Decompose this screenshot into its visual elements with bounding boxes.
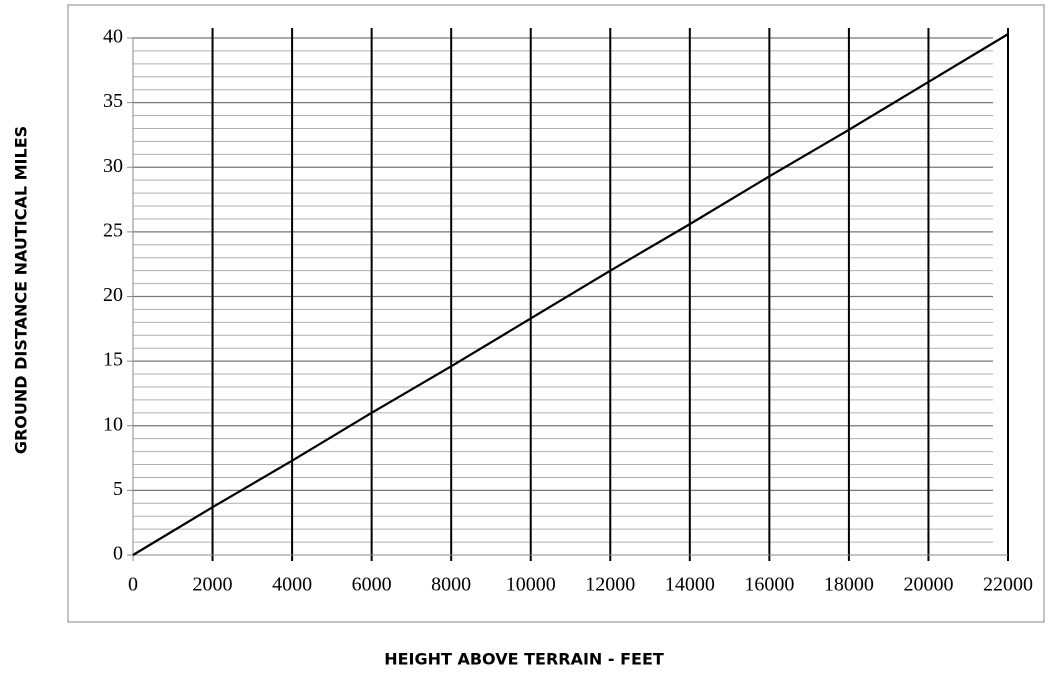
x-tick-label: 20000: [903, 574, 953, 596]
y-tick-label: 0: [113, 543, 123, 565]
y-tick-label: 30: [103, 155, 123, 177]
x-tick-label: 6000: [352, 574, 392, 596]
x-tick-label: 10000: [506, 574, 556, 596]
x-axis-title: HEIGHT ABOVE TERRAIN - FEET: [384, 650, 664, 669]
x-tick-label: 2000: [193, 574, 233, 596]
x-tick-label: 14000: [665, 574, 715, 596]
x-tick-label: 8000: [431, 574, 471, 596]
y-tick-label: 40: [103, 26, 123, 48]
y-tick-label: 35: [103, 90, 123, 112]
y-tick-label: 25: [103, 219, 123, 241]
y-tick-label: 20: [103, 284, 123, 306]
y-tick-label: 15: [103, 349, 123, 371]
chart-frame: [67, 4, 1045, 623]
x-tick-label: 4000: [272, 574, 312, 596]
y-tick-label: 10: [103, 413, 123, 435]
x-tick-label: 22000: [983, 574, 1033, 596]
y-tick-label: 5: [113, 478, 123, 500]
y-axis-title: GROUND DISTANCE NAUTICAL MILES: [12, 126, 31, 454]
x-tick-label: 18000: [824, 574, 874, 596]
x-tick-label: 16000: [744, 574, 794, 596]
data-line: [132, 33, 1009, 556]
x-tick-label: 0: [128, 574, 138, 596]
x-tick-label: 12000: [585, 574, 635, 596]
